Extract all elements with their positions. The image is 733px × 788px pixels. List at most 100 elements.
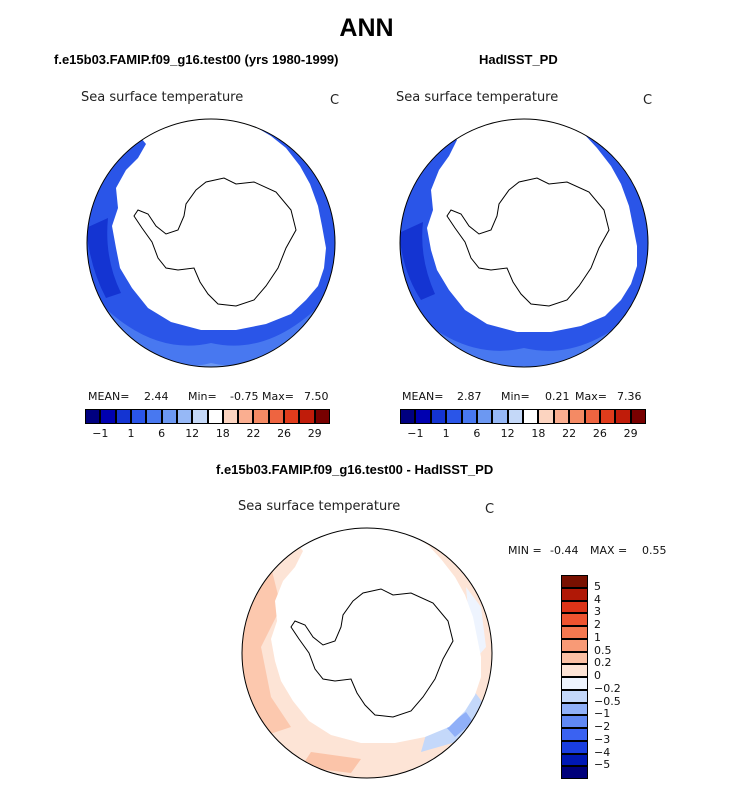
panel-1-min-label: Min= <box>188 390 217 403</box>
colorbar-swatch <box>599 409 616 424</box>
colorbar-swatch <box>192 409 208 424</box>
diff-colorbar-tick-label: 2 <box>594 618 601 631</box>
panel-2-max-value: 7.36 <box>617 390 642 403</box>
colorbar-tick-label: 18 <box>215 427 230 440</box>
panel-1-polar-map <box>86 118 336 368</box>
panel-1-colorbar-labels: −1 1 6 12 18 22 26 29 <box>85 427 330 441</box>
colorbar-swatch <box>400 409 416 424</box>
colorbar-swatch <box>446 409 462 424</box>
colorbar-swatch <box>176 409 193 424</box>
panel-2-variable-label: Sea surface temperature <box>396 90 559 105</box>
colorbar-tick-label: −1 <box>92 427 109 440</box>
diff-min-label: MIN = <box>508 544 542 557</box>
diff-colorbar-tick-label: −5 <box>594 758 611 772</box>
colorbar-swatch <box>569 409 585 424</box>
colorbar-tick-label: 1 <box>442 427 450 440</box>
panel-1-max-value: 7.50 <box>304 390 329 403</box>
diff-colorbar-tick-label: −0.5 <box>594 694 621 708</box>
colorbar-tick-label: 26 <box>277 427 292 440</box>
panel-1-max-label: Max= <box>262 390 294 403</box>
diff-colorbar-swatch <box>561 728 588 741</box>
colorbar-swatch <box>430 409 447 424</box>
diff-colorbar-tick-label: −0.2 <box>594 681 621 695</box>
panel-1-title: f.e15b03.FAMIP.f09_g16.test00 (yrs 1980-… <box>54 52 339 67</box>
colorbar-swatch <box>85 409 101 424</box>
diff-colorbar-tick-label: −3 <box>594 732 611 746</box>
panel-2-min-value: 0.21 <box>545 390 570 403</box>
diff-colorbar-swatch <box>561 689 588 703</box>
colorbar-swatch <box>115 409 131 424</box>
colorbar-swatch <box>584 409 600 424</box>
antarctica-coastline <box>133 177 297 307</box>
panel-1-mean-value: 2.44 <box>144 390 169 403</box>
colorbar-tick-label: 12 <box>185 427 200 440</box>
colorbar-swatch <box>615 409 631 424</box>
diff-colorbar-tick-label: 0.2 <box>594 656 612 670</box>
diff-colorbar-swatch <box>561 626 588 639</box>
colorbar-swatch <box>538 409 554 424</box>
panel-2-title: HadISST_PD <box>479 52 558 67</box>
diff-colorbar-swatch <box>561 677 588 690</box>
panel-2-mean-label: MEAN= <box>402 390 444 403</box>
diff-colorbar-swatch <box>561 587 588 601</box>
panel-2-max-label: Max= <box>575 390 607 403</box>
diff-colorbar-tick-label: −1 <box>594 707 611 721</box>
antarctica-coastline <box>446 177 610 307</box>
sst-warm-band <box>87 288 335 367</box>
diff-min-value: -0.44 <box>550 544 579 557</box>
diff-colorbar-swatch <box>561 613 588 626</box>
diff-colorbar-tick-label: −2 <box>594 720 611 733</box>
panel-1-units: C <box>330 93 340 108</box>
panel-2-units: C <box>643 93 653 108</box>
diff-polar-map <box>241 527 493 779</box>
colorbar-swatch <box>299 409 315 424</box>
diff-colorbar-labels: 5 4 3 2 1 0.5 0.2 0 −0.2 −0.5 −1 −2 −3 −4 −5 <box>594 575 674 779</box>
colorbar-swatch <box>253 409 269 424</box>
diff-panel-title: f.e15b03.FAMIP.f09_g16.test00 - HadISST_… <box>216 462 494 477</box>
diff-max-label: MAX = <box>590 544 628 557</box>
colorbar-swatch <box>461 409 477 424</box>
diff-colorbar-swatch <box>561 651 588 665</box>
sst-cool-strip <box>400 222 435 300</box>
diff-colorbar-swatch <box>561 753 588 767</box>
colorbar-swatch <box>284 409 300 424</box>
panel-2-min-label: Min= <box>501 390 530 403</box>
colorbar-tick-label: 29 <box>307 427 322 440</box>
colorbar-tick-label: 22 <box>562 427 577 440</box>
panel-1-mean-label: MEAN= <box>88 390 130 403</box>
diff-colorbar-swatch <box>561 766 588 779</box>
diff-colorbar-tick-label: 5 <box>594 579 601 593</box>
diff-colorbar-swatch <box>561 664 588 677</box>
diff-colorbar-swatch <box>561 715 588 728</box>
colorbar-tick-label: −1 <box>407 427 424 440</box>
panel-1-colorbar <box>85 409 330 424</box>
colorbar-tick-label: 6 <box>158 427 166 440</box>
colorbar-swatch <box>476 409 493 424</box>
map-boundary-circle <box>86 118 336 368</box>
colorbar-swatch <box>238 409 254 424</box>
colorbar-tick-label: 18 <box>531 427 546 440</box>
colorbar-swatch <box>146 409 162 424</box>
panel-2-mean-value: 2.87 <box>457 390 482 403</box>
colorbar-swatch <box>314 409 330 424</box>
sea-ice-mask <box>112 119 326 330</box>
diff-colorbar <box>561 575 588 779</box>
diff-colorbar-tick-label: 4 <box>594 592 601 606</box>
colorbar-tick-label: 29 <box>623 427 638 440</box>
diff-colorbar-swatch <box>561 600 588 614</box>
colorbar-swatch <box>100 409 116 424</box>
diff-colorbar-tick-label: 0 <box>594 669 601 682</box>
colorbar-tick-label: 26 <box>592 427 607 440</box>
diff-colorbar-swatch <box>561 740 588 754</box>
panel-2-polar-map <box>399 118 649 368</box>
colorbar-swatch <box>222 409 239 424</box>
colorbar-swatch <box>507 409 523 424</box>
diff-panel-units: C <box>485 502 495 517</box>
colorbar-swatch <box>268 409 285 424</box>
diff-colorbar-tick-label: −4 <box>594 745 611 759</box>
colorbar-tick-label: 6 <box>473 427 481 440</box>
colorbar-swatch <box>130 409 147 424</box>
diff-cool-spot <box>446 712 473 737</box>
figure-title: ANN <box>339 14 394 42</box>
colorbar-swatch <box>492 409 508 424</box>
